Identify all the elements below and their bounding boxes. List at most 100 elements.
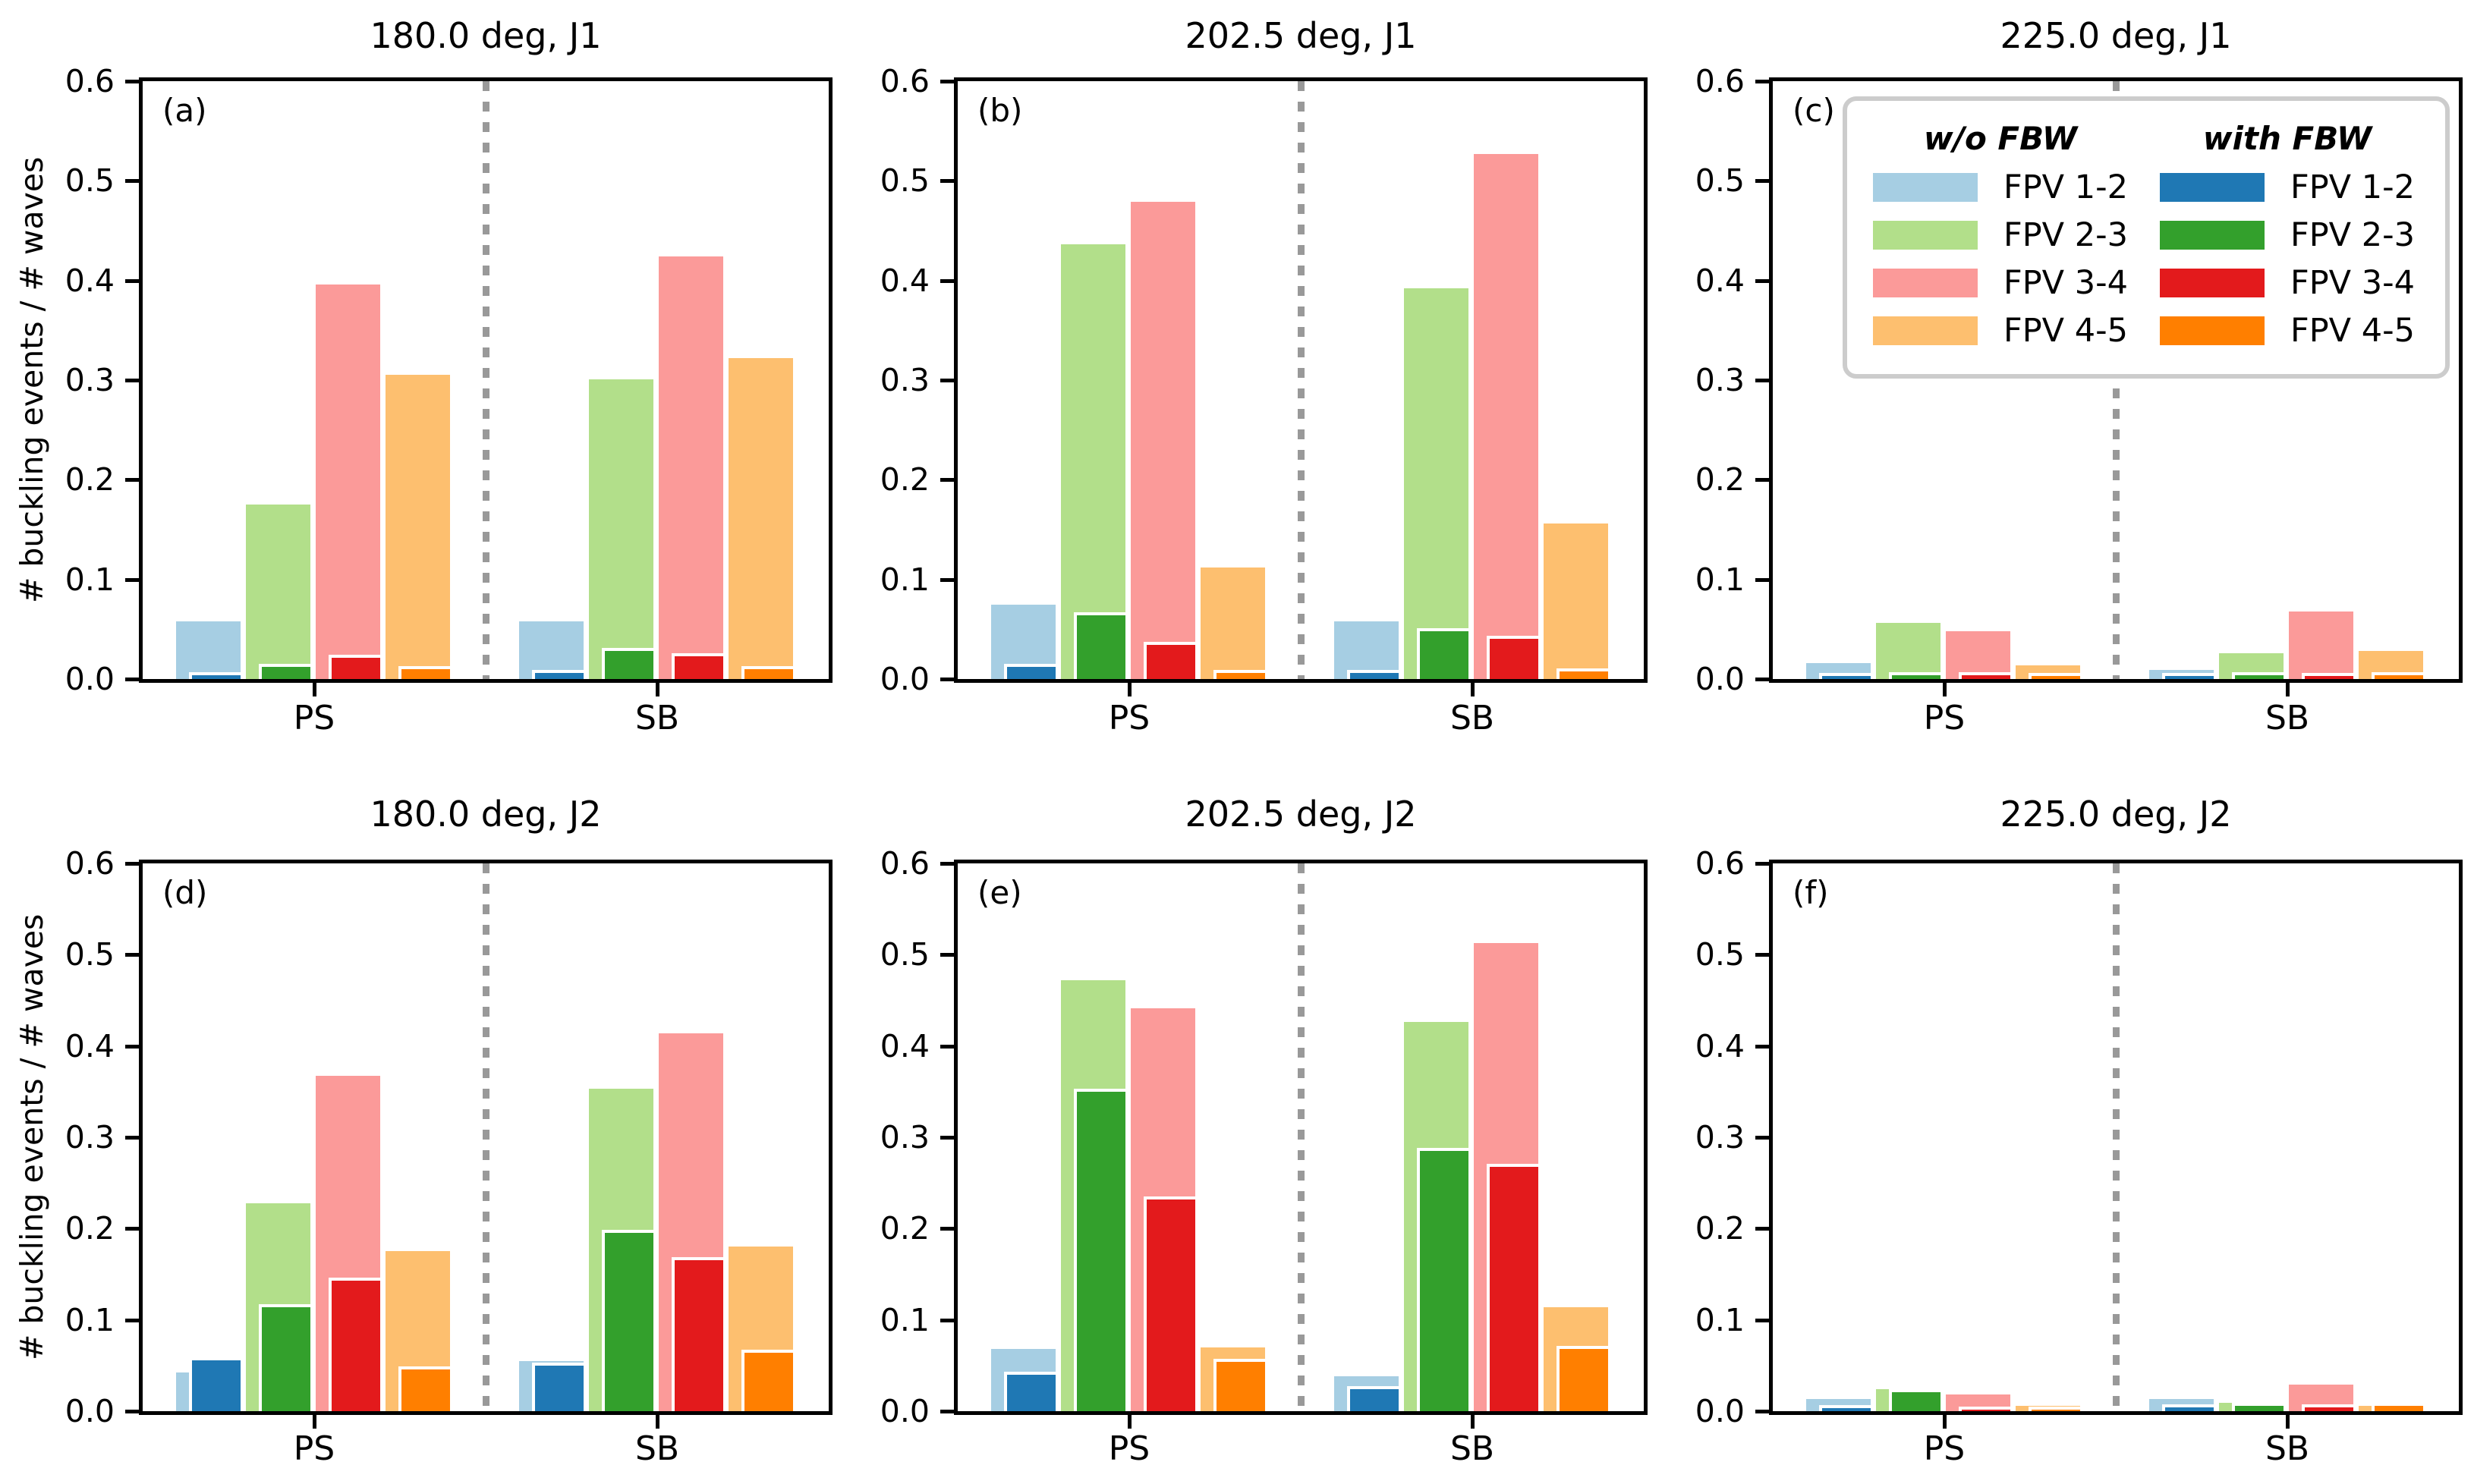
y-tick bbox=[940, 577, 954, 582]
x-tick bbox=[1128, 1415, 1132, 1429]
x-tick bbox=[2286, 1415, 2290, 1429]
legend-swatch-light-FPV3-4 bbox=[1873, 268, 1978, 297]
y-tick-label: 0.6 bbox=[65, 63, 115, 99]
legend-swatch-light-FPV4-5 bbox=[1873, 316, 1978, 345]
x-tick-label-PS: PS bbox=[293, 699, 335, 737]
y-tick bbox=[940, 278, 954, 283]
axes-panel-c: (c) w/o FBW FPV 1-2 FPV 2-3 FPV 3-4 FPV 4-5 wi… bbox=[1769, 77, 2463, 683]
legend-entry-label: FPV 1-2 bbox=[2003, 168, 2128, 206]
bar-with-fbw-FPV3-4-PS bbox=[328, 1277, 383, 1411]
y-tick-label: 0.0 bbox=[65, 1393, 115, 1429]
group-separator-line bbox=[2113, 863, 2120, 1411]
legend-swatch-light-FPV2-3 bbox=[1873, 220, 1978, 250]
bar-wo-fbw-FPV3-4-PS bbox=[315, 284, 380, 679]
y-tick-label: 0.6 bbox=[880, 845, 930, 882]
y-tick bbox=[1755, 577, 1769, 582]
bar-with-fbw-FPV4-5-SB bbox=[1556, 1346, 1611, 1411]
bar-wo-fbw-FPV2-3-PS bbox=[1060, 244, 1125, 679]
panel-letter: (b) bbox=[977, 92, 1023, 129]
legend-column-title: with FBW bbox=[2202, 120, 2372, 157]
x-tick bbox=[1128, 683, 1132, 696]
bar-with-fbw-FPV4-5-SB bbox=[1556, 668, 1611, 679]
x-tick-label-SB: SB bbox=[2265, 1429, 2310, 1468]
y-tick bbox=[125, 678, 139, 681]
y-tick-label: 0.4 bbox=[65, 262, 115, 299]
y-tick bbox=[1755, 1136, 1769, 1140]
axes-panel-f: (f) bbox=[1769, 860, 2463, 1415]
legend-swatch-dark-FPV3-4 bbox=[2160, 268, 2265, 297]
bar-with-fbw-FPV4-5-PS bbox=[398, 1366, 453, 1411]
y-tick bbox=[125, 1227, 139, 1231]
bar-wo-fbw-FPV3-4-PS bbox=[1945, 630, 2010, 679]
bar-with-fbw-FPV3-4-PS bbox=[1958, 1406, 2013, 1411]
y-tick-label: 0.0 bbox=[65, 661, 115, 697]
legend-entry: FPV 2-3 bbox=[2160, 211, 2415, 259]
y-tick-label: 0.4 bbox=[65, 1027, 115, 1064]
y-tick-label: 0.0 bbox=[880, 661, 930, 697]
y-tick-label: 0.2 bbox=[65, 1210, 115, 1247]
bar-with-fbw-FPV4-5-SB bbox=[741, 1350, 796, 1411]
bar-with-fbw-FPV1-2-SB bbox=[531, 670, 587, 679]
y-tick bbox=[940, 80, 954, 83]
bar-wo-fbw-FPV4-5-PS bbox=[385, 375, 450, 679]
y-tick bbox=[940, 478, 954, 483]
bar-with-fbw-FPV4-5-SB bbox=[741, 665, 796, 679]
axes-panel-d: (d) bbox=[139, 860, 833, 1415]
y-tick-label: 0.1 bbox=[65, 561, 115, 598]
bar-with-fbw-FPV2-3-SB bbox=[601, 648, 656, 679]
bar-with-fbw-FPV4-5-PS bbox=[2028, 673, 2083, 679]
legend-entry: FPV 4-5 bbox=[1873, 307, 2128, 354]
bar-wo-fbw-FPV1-2-PS bbox=[175, 621, 241, 679]
y-tick-label: 0.3 bbox=[1695, 362, 1745, 398]
y-tick bbox=[125, 1410, 139, 1413]
x-tick bbox=[1943, 1415, 1947, 1429]
y-tick bbox=[940, 1318, 954, 1322]
bar-with-fbw-FPV1-2-PS bbox=[1003, 1371, 1059, 1411]
bar-with-fbw-FPV3-4-PS bbox=[1143, 1196, 1198, 1411]
y-tick-label: 0.3 bbox=[65, 362, 115, 398]
bar-with-fbw-FPV1-2-SB bbox=[2161, 673, 2217, 679]
x-tick bbox=[2286, 683, 2290, 696]
y-tick bbox=[1755, 1318, 1769, 1322]
y-tick bbox=[1755, 278, 1769, 283]
bar-with-fbw-FPV1-2-PS bbox=[188, 671, 244, 679]
bar-with-fbw-FPV4-5-SB bbox=[2371, 1402, 2426, 1411]
bar-with-fbw-FPV4-5-SB bbox=[2371, 671, 2426, 679]
x-tick-label-PS: PS bbox=[1923, 699, 1966, 737]
y-tick-label: 0.2 bbox=[880, 1210, 930, 1247]
y-tick bbox=[1755, 1044, 1769, 1049]
bar-with-fbw-FPV2-3-PS bbox=[1888, 1388, 1944, 1411]
bar-with-fbw-FPV1-2-SB bbox=[2161, 1404, 2217, 1411]
y-tick bbox=[940, 1410, 954, 1413]
y-tick-label: 0.5 bbox=[1695, 936, 1745, 973]
bar-wo-fbw-FPV3-4-SB bbox=[1473, 153, 1538, 679]
bar-with-fbw-FPV2-3-PS bbox=[258, 1303, 313, 1411]
axes-panel-a: (a) bbox=[139, 77, 833, 683]
group-separator-line bbox=[1298, 863, 1305, 1411]
y-tick bbox=[125, 577, 139, 582]
y-tick-label: 0.3 bbox=[880, 362, 930, 398]
legend-swatch-light-FPV1-2 bbox=[1873, 172, 1978, 202]
panel-title: 225.0 deg, J2 bbox=[2000, 794, 2232, 835]
y-tick-label: 0.5 bbox=[65, 936, 115, 973]
legend-entry-label: FPV 2-3 bbox=[2290, 215, 2415, 254]
y-tick bbox=[125, 862, 139, 866]
bar-with-fbw-FPV4-5-PS bbox=[2028, 1406, 2083, 1411]
bar-with-fbw-FPV3-4-SB bbox=[671, 652, 726, 679]
y-tick-label: 0.3 bbox=[1695, 1119, 1745, 1155]
bar-with-fbw-FPV2-3-SB bbox=[2231, 1402, 2287, 1411]
legend-entry: FPV 3-4 bbox=[2160, 259, 2415, 307]
bar-with-fbw-FPV1-2-PS bbox=[1818, 1405, 1874, 1411]
y-tick-label: 0.4 bbox=[880, 1027, 930, 1064]
y-tick bbox=[940, 1044, 954, 1049]
y-tick-label: 0.2 bbox=[880, 461, 930, 498]
x-tick bbox=[656, 683, 659, 696]
x-tick bbox=[1943, 683, 1947, 696]
y-tick-label: 0.0 bbox=[1695, 1393, 1745, 1429]
bar-with-fbw-FPV2-3-PS bbox=[258, 664, 313, 679]
legend-swatch-dark-FPV1-2 bbox=[2160, 172, 2265, 202]
x-tick-label-PS: PS bbox=[1923, 1429, 1966, 1468]
legend-column-with-fbw: with FBW FPV 1-2 FPV 2-3 FPV 3-4 FPV 4-5 bbox=[2160, 115, 2415, 354]
bar-with-fbw-FPV1-2-SB bbox=[531, 1362, 587, 1411]
legend-column-title: w/o FBW bbox=[1923, 120, 2078, 157]
